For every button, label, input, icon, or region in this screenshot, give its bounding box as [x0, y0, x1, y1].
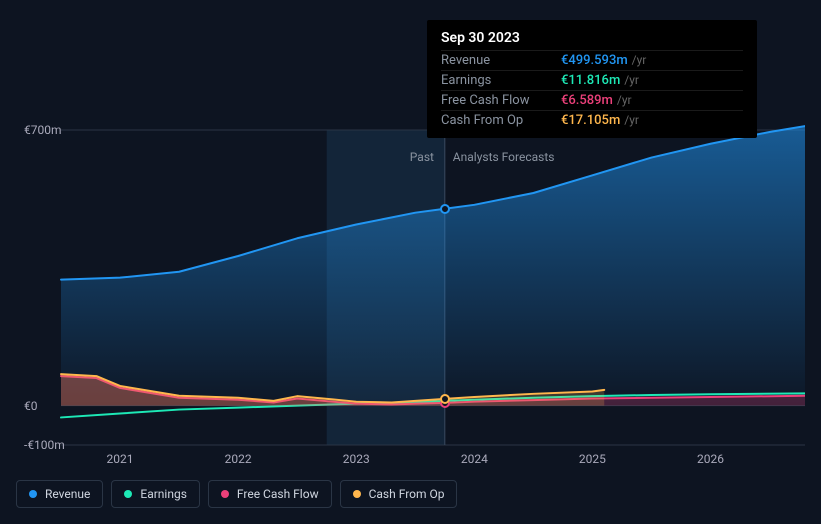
tooltip-key: Earnings	[441, 73, 561, 88]
tooltip-row: Earnings€11.816m/yr	[441, 70, 743, 90]
past-label: Past	[410, 150, 434, 164]
chart-tooltip: Sep 30 2023 Revenue€499.593m/yrEarnings€…	[427, 20, 757, 138]
tooltip-unit: /yr	[624, 73, 639, 87]
forecast-label: Analysts Forecasts	[453, 150, 555, 164]
x-axis-label: 2022	[225, 452, 252, 466]
tooltip-unit: /yr	[632, 53, 647, 67]
legend-dot-icon	[124, 490, 132, 498]
tooltip-value: €17.105m	[561, 113, 620, 128]
legend-label: Free Cash Flow	[237, 487, 319, 501]
tooltip-row: Revenue€499.593m/yr	[441, 50, 743, 70]
legend-label: Earnings	[140, 487, 187, 501]
x-axis-label: 2025	[579, 452, 606, 466]
x-axis-label: 2023	[343, 452, 370, 466]
tooltip-value: €11.816m	[561, 73, 620, 88]
x-axis-label: 2024	[461, 452, 488, 466]
series-marker-cfo	[440, 394, 450, 404]
legend-dot-icon	[221, 490, 229, 498]
y-axis-label: -€100m	[24, 438, 65, 452]
tooltip-key: Free Cash Flow	[441, 93, 561, 108]
legend-item-fcf[interactable]: Free Cash Flow	[208, 480, 332, 508]
series-marker-revenue	[440, 204, 450, 214]
tooltip-row: Free Cash Flow€6.589m/yr	[441, 90, 743, 110]
tooltip-key: Revenue	[441, 53, 561, 68]
tooltip-date: Sep 30 2023	[441, 30, 743, 50]
tooltip-key: Cash From Op	[441, 113, 561, 128]
tooltip-row: Cash From Op€17.105m/yr	[441, 110, 743, 130]
y-axis-label: €700m	[24, 123, 62, 137]
legend-dot-icon	[353, 490, 361, 498]
legend-dot-icon	[29, 490, 37, 498]
legend-item-revenue[interactable]: Revenue	[16, 480, 103, 508]
tooltip-value: €499.593m	[561, 53, 628, 68]
legend-label: Cash From Op	[369, 487, 445, 501]
financials-chart: €700m €0 -€100m 2021 2022 2023 2024 2025 2026 P…	[16, 0, 805, 508]
x-axis-label: 2021	[107, 452, 134, 466]
legend-label: Revenue	[45, 487, 90, 501]
tooltip-value: €6.589m	[561, 93, 613, 108]
x-axis-label: 2026	[697, 452, 724, 466]
legend-item-earnings[interactable]: Earnings	[111, 480, 200, 508]
tooltip-unit: /yr	[617, 93, 632, 107]
tooltip-unit: /yr	[624, 113, 639, 127]
chart-legend: Revenue Earnings Free Cash Flow Cash From O…	[16, 480, 457, 508]
y-axis-label: €0	[24, 399, 38, 413]
legend-item-cfo[interactable]: Cash From Op	[340, 480, 458, 508]
